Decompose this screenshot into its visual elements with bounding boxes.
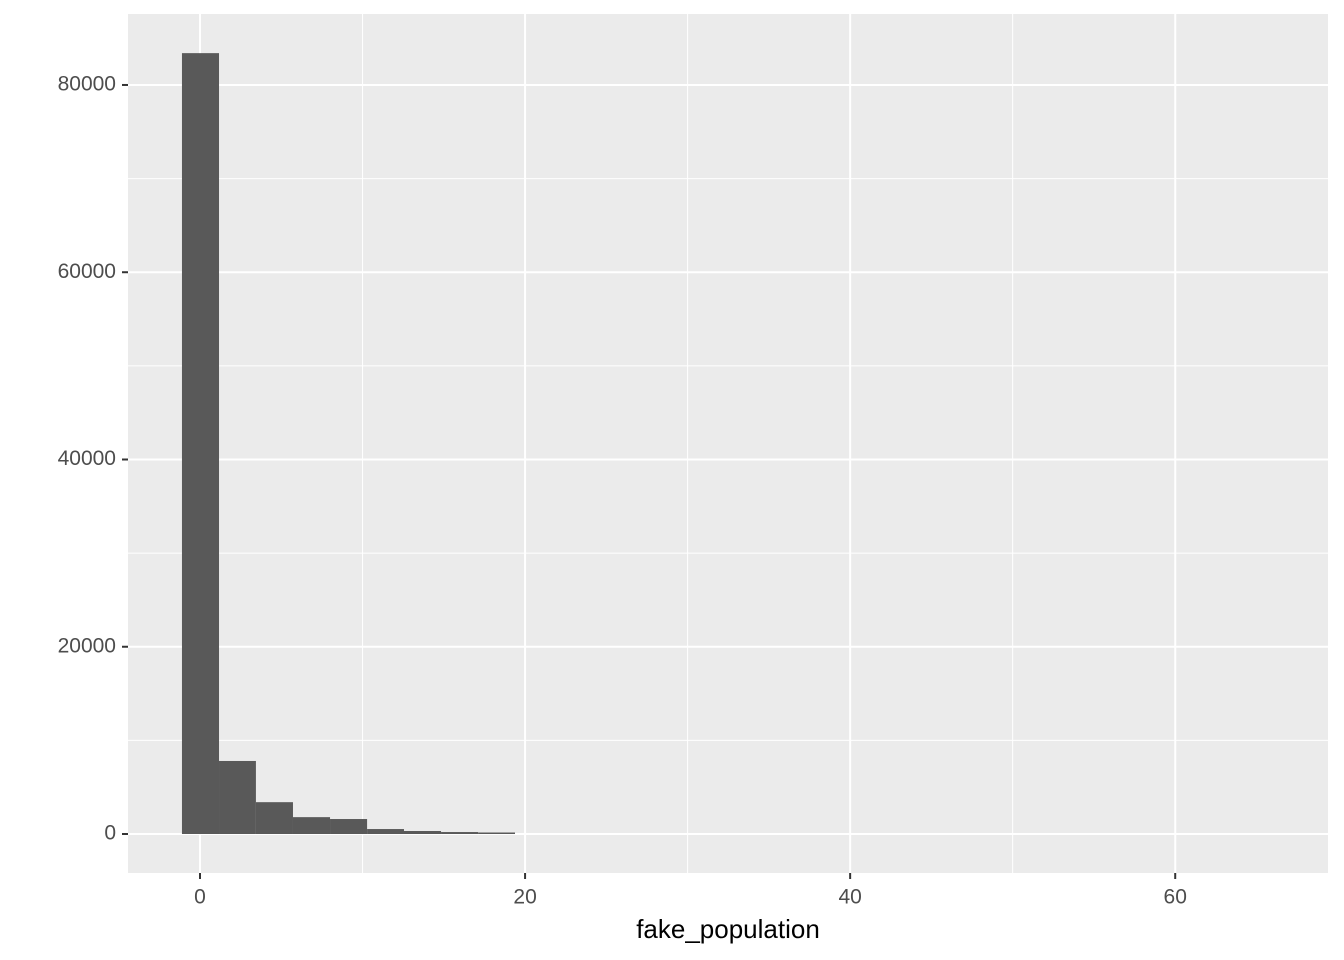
x-tick-label: 60	[1164, 886, 1187, 909]
bar	[478, 832, 515, 835]
y-tick-label: 20000	[58, 634, 116, 657]
x-axis-title: fake_population	[636, 914, 820, 944]
bar	[255, 802, 293, 835]
y-tick-label: 40000	[58, 447, 116, 470]
bar	[292, 817, 331, 835]
y-tick-label: 0	[104, 822, 116, 845]
y-tick-label: 80000	[58, 73, 116, 96]
bar	[403, 831, 442, 835]
bar	[441, 832, 479, 835]
x-tick-label: 40	[838, 886, 861, 909]
y-tick-label: 60000	[58, 260, 116, 283]
bar	[367, 829, 404, 835]
panel	[128, 14, 1328, 873]
bar	[219, 760, 256, 835]
x-tick-label: 0	[194, 886, 206, 909]
bar	[181, 53, 220, 835]
x-tick-label: 20	[513, 886, 536, 909]
bar	[330, 819, 368, 835]
